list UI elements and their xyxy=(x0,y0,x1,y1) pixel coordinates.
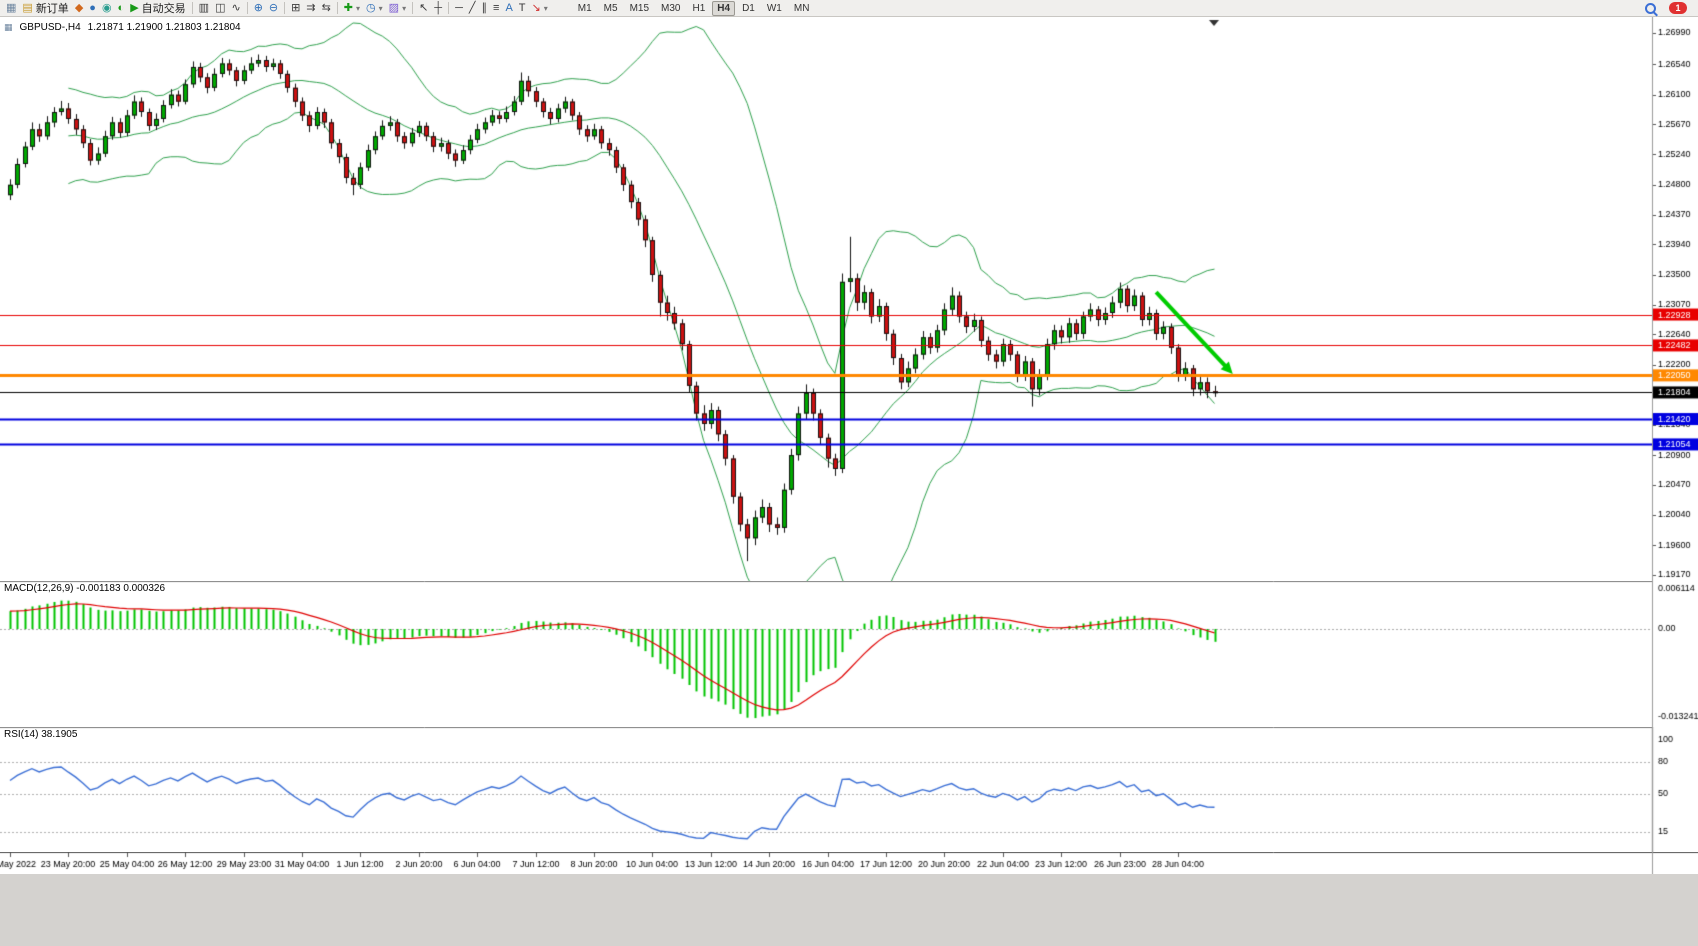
search-icon xyxy=(1645,2,1656,14)
indicators-icon: ✚ xyxy=(343,1,354,14)
cursor-icon: ↖ xyxy=(419,1,429,14)
zoom-in-button[interactable]: ⊕ xyxy=(251,1,266,16)
text-label-button[interactable]: T xyxy=(516,1,529,16)
fibonacci-icon: ≡ xyxy=(493,1,500,14)
new-order-label: 新订单 xyxy=(35,3,69,15)
toolbar-separator xyxy=(246,2,248,14)
timeframe-m15[interactable]: M15 xyxy=(629,2,650,14)
arrow-object-icon: ↘ xyxy=(531,1,541,14)
tile-windows-button[interactable]: ⊞ xyxy=(288,1,303,16)
horizontal-line-icon: ─ xyxy=(455,1,463,14)
profiles-icon: ● xyxy=(89,1,96,14)
autotrading-play-icon: ▶ xyxy=(130,1,139,14)
toolbar-separator xyxy=(336,2,338,14)
crosshair-icon: ┼ xyxy=(434,1,443,14)
macd-caption: MACD(12,26,9) -0.001183 0.000326 xyxy=(4,583,166,594)
new-order-icon: ▤ xyxy=(22,1,33,14)
zoom-out-button[interactable]: ⊖ xyxy=(266,1,281,16)
autotrading-label: 自动交易 xyxy=(141,3,186,15)
clock-icon: ◷ xyxy=(366,1,376,14)
navigator-button[interactable]: ◉ xyxy=(99,1,115,16)
channel-button[interactable]: ∥ xyxy=(479,1,491,16)
templates-icon: ▨ xyxy=(388,1,400,14)
zoom-out-icon: ⊖ xyxy=(268,1,279,14)
templates-button[interactable]: ▨ ▾ xyxy=(386,1,409,16)
notification-badge[interactable]: 1 xyxy=(1669,2,1687,14)
timeframe-m1[interactable]: M1 xyxy=(577,2,592,14)
toolbar-separator xyxy=(191,2,193,14)
zoom-in-icon: ⊕ xyxy=(253,1,263,14)
fibonacci-button[interactable]: ≡ xyxy=(490,1,502,16)
strategy-tester-button[interactable]: ◆ xyxy=(72,1,86,16)
refresh-button[interactable]: ◐ xyxy=(115,1,128,16)
channel-icon: ∥ xyxy=(481,1,488,14)
auto-scroll-button[interactable]: ⇉ xyxy=(303,1,318,16)
candles-chart-icon: ◫ xyxy=(215,1,226,14)
trendline-button[interactable]: ╱ xyxy=(466,1,479,16)
timeframe-toolbar: M1 M5 M15 M30 H1 H4 D1 W1 MN xyxy=(573,0,815,16)
toolbar-separator xyxy=(448,2,450,14)
autotrading-button[interactable]: ▶ 自动交易 xyxy=(127,1,188,16)
indicators-button[interactable]: ✚ ▾ xyxy=(341,1,363,16)
timeframe-m5[interactable]: M5 xyxy=(603,2,618,14)
line-chart-button[interactable]: ∿ xyxy=(228,1,243,16)
tile-windows-icon: ⊞ xyxy=(291,1,301,14)
price-chart-panel[interactable] xyxy=(0,17,1698,581)
crosshair-button[interactable]: ┼ xyxy=(431,1,445,16)
line-chart-icon: ∿ xyxy=(231,1,241,14)
toolbar-separator xyxy=(284,2,286,14)
chevron-down-icon: ▾ xyxy=(356,3,361,13)
timeframe-m30[interactable]: M30 xyxy=(661,2,681,14)
chart-icon: ▦ xyxy=(4,22,13,32)
candles-chart-button[interactable]: ◫ xyxy=(212,1,228,16)
toolbar-right: 1 xyxy=(1642,1,1695,16)
bars-chart-icon: ▥ xyxy=(198,1,210,14)
horizontal-line-button[interactable]: ─ xyxy=(452,1,466,16)
text-button[interactable]: A xyxy=(502,1,515,16)
chart-caption: ▦ GBPUSD-,H4 1.21871 1.21900 1.21803 1.2… xyxy=(4,20,241,35)
text-label-icon: T xyxy=(518,1,526,14)
rsi-panel[interactable] xyxy=(0,727,1698,852)
time-axis[interactable] xyxy=(0,852,1698,874)
navigator-icon: ◉ xyxy=(101,1,112,14)
toolbar-separator xyxy=(412,2,414,14)
trendline-icon: ╱ xyxy=(468,1,476,14)
rsi-caption: RSI(14) 38.1905 xyxy=(4,729,78,740)
arrows-button[interactable]: ↘ ▾ xyxy=(529,1,551,16)
window-lower-area xyxy=(0,874,1698,946)
chevron-down-icon: ▾ xyxy=(378,3,383,13)
refresh-icon: ◐ xyxy=(117,1,125,14)
macd-panel[interactable] xyxy=(0,581,1698,727)
chevron-down-icon: ▾ xyxy=(402,3,407,13)
timeframe-w1[interactable]: W1 xyxy=(766,2,782,14)
bars-chart-button[interactable]: ▥ xyxy=(196,1,212,16)
chevron-down-icon: ▾ xyxy=(543,3,548,13)
timeframe-d1[interactable]: D1 xyxy=(742,2,755,14)
cursor-button[interactable]: ↖ xyxy=(416,1,431,16)
window-icon: ▦ xyxy=(6,1,17,14)
toolbar: ▦ ▤ 新订单 ◆ ● ◉ ◐ ▶ 自动交易 ▥ ◫ ∿ ⊕ ⊖ ⊞ ⇉ ⇆ ✚ ▾ … xyxy=(0,0,1698,17)
profiles-button[interactable]: ● xyxy=(86,1,99,16)
auto-scroll-icon: ⇉ xyxy=(306,1,316,14)
window-menu-button[interactable]: ▦ xyxy=(3,1,19,16)
chart-symbol-period: GBPUSD-,H4 xyxy=(19,22,81,33)
search-button[interactable] xyxy=(1642,1,1659,16)
chart-shift-button[interactable]: ⇆ xyxy=(319,1,334,16)
timeframe-h4[interactable]: H4 xyxy=(712,0,736,16)
timeframe-h1[interactable]: H1 xyxy=(692,2,706,14)
periods-button[interactable]: ◷ ▾ xyxy=(363,1,386,16)
chart-shift-icon: ⇆ xyxy=(321,1,331,14)
chart-ohlc: 1.21871 1.21900 1.21803 1.21804 xyxy=(87,22,241,33)
timeframe-mn[interactable]: MN xyxy=(793,2,810,14)
strategy-tester-icon: ◆ xyxy=(74,1,84,14)
new-order-button[interactable]: ▤ 新订单 xyxy=(19,1,71,16)
text-icon: A xyxy=(505,1,513,14)
